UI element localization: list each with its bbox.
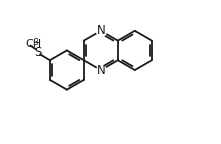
Text: S: S [34, 46, 42, 59]
Text: N: N [96, 64, 105, 77]
Text: 3: 3 [34, 38, 39, 47]
Text: N: N [96, 24, 105, 37]
Text: CH: CH [25, 39, 42, 49]
